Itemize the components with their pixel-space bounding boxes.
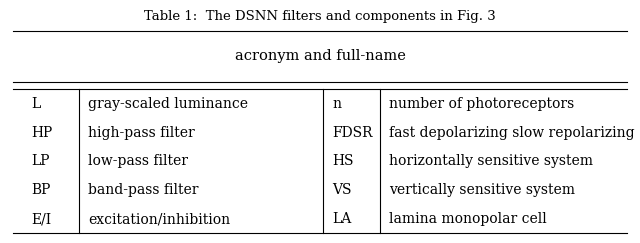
Text: n: n bbox=[333, 97, 342, 111]
Text: high-pass filter: high-pass filter bbox=[88, 126, 195, 139]
Text: Table 1:  The DSNN filters and components in Fig. 3: Table 1: The DSNN filters and components… bbox=[144, 9, 496, 23]
Text: acronym and full-name: acronym and full-name bbox=[235, 49, 405, 63]
Text: excitation/inhibition: excitation/inhibition bbox=[88, 212, 230, 226]
Text: vertically sensitive system: vertically sensitive system bbox=[389, 183, 575, 197]
Text: low-pass filter: low-pass filter bbox=[88, 154, 188, 168]
Text: fast depolarizing slow repolarizing: fast depolarizing slow repolarizing bbox=[389, 126, 635, 139]
Text: HP: HP bbox=[31, 126, 52, 139]
Text: number of photoreceptors: number of photoreceptors bbox=[389, 97, 574, 111]
Text: E/I: E/I bbox=[31, 212, 52, 226]
Text: FDSR: FDSR bbox=[333, 126, 373, 139]
Text: HS: HS bbox=[333, 154, 354, 168]
Text: horizontally sensitive system: horizontally sensitive system bbox=[389, 154, 593, 168]
Text: VS: VS bbox=[333, 183, 352, 197]
Text: LA: LA bbox=[333, 212, 352, 226]
Text: BP: BP bbox=[31, 183, 51, 197]
Text: LP: LP bbox=[31, 154, 50, 168]
Text: lamina monopolar cell: lamina monopolar cell bbox=[389, 212, 547, 226]
Text: band-pass filter: band-pass filter bbox=[88, 183, 198, 197]
Text: L: L bbox=[31, 97, 41, 111]
Text: gray-scaled luminance: gray-scaled luminance bbox=[88, 97, 248, 111]
